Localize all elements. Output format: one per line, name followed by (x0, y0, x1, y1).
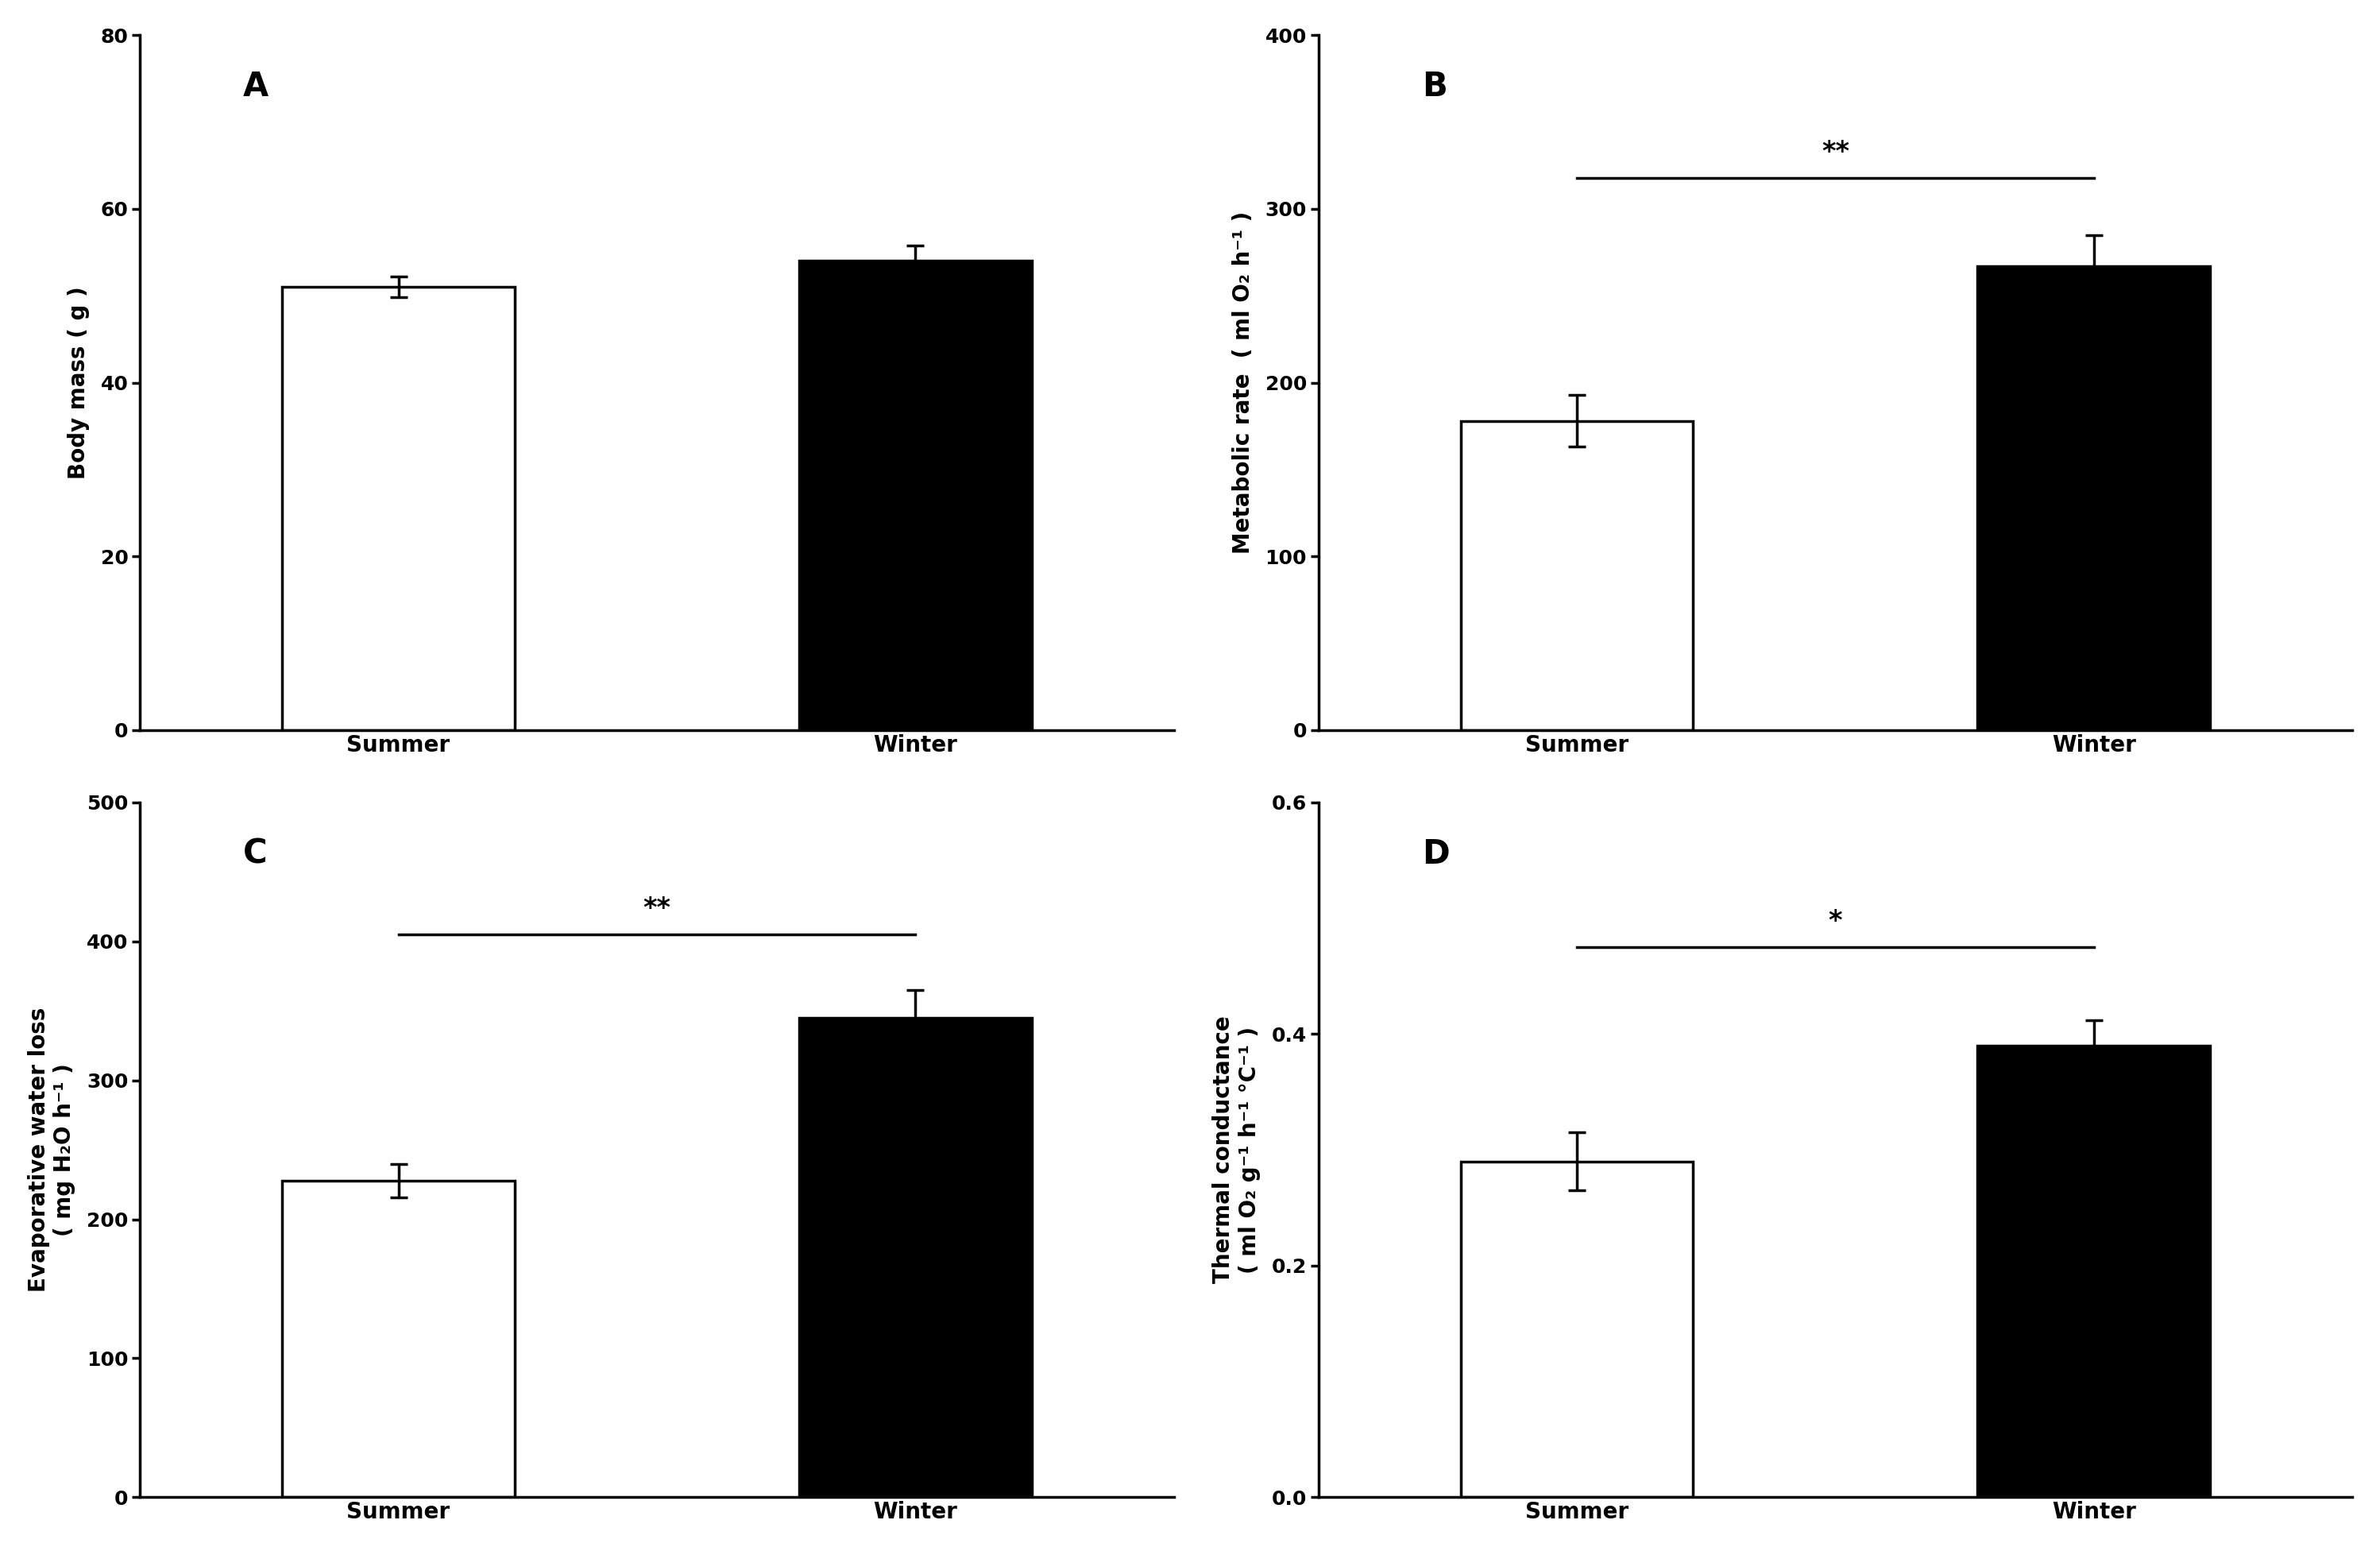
Bar (1461, 420, 1692, 731)
Bar (800, 1017, 1033, 1497)
Bar (1978, 267, 2211, 731)
Bar (283, 1180, 514, 1497)
Text: *: * (1828, 909, 1842, 935)
Text: **: ** (643, 895, 671, 921)
Bar (283, 287, 514, 731)
Y-axis label: Body mass ( g ): Body mass ( g ) (67, 287, 90, 479)
Text: C: C (243, 838, 267, 870)
Text: B: B (1421, 70, 1447, 104)
Y-axis label: Evaporative water loss
( mg H₂O h⁻¹ ): Evaporative water loss ( mg H₂O h⁻¹ ) (29, 1008, 76, 1292)
Bar (1978, 1045, 2211, 1497)
Text: A: A (243, 70, 269, 104)
Bar (800, 261, 1033, 731)
Y-axis label: Thermal conductance
( ml O₂ g⁻¹ h⁻¹ °C⁻¹ ): Thermal conductance ( ml O₂ g⁻¹ h⁻¹ °C⁻¹… (1211, 1016, 1261, 1284)
Text: D: D (1421, 838, 1449, 870)
Text: **: ** (1821, 140, 1849, 164)
Bar (1461, 1162, 1692, 1497)
Y-axis label: Metabolic rate  ( ml O₂ h⁻¹ ): Metabolic rate ( ml O₂ h⁻¹ ) (1233, 211, 1254, 554)
